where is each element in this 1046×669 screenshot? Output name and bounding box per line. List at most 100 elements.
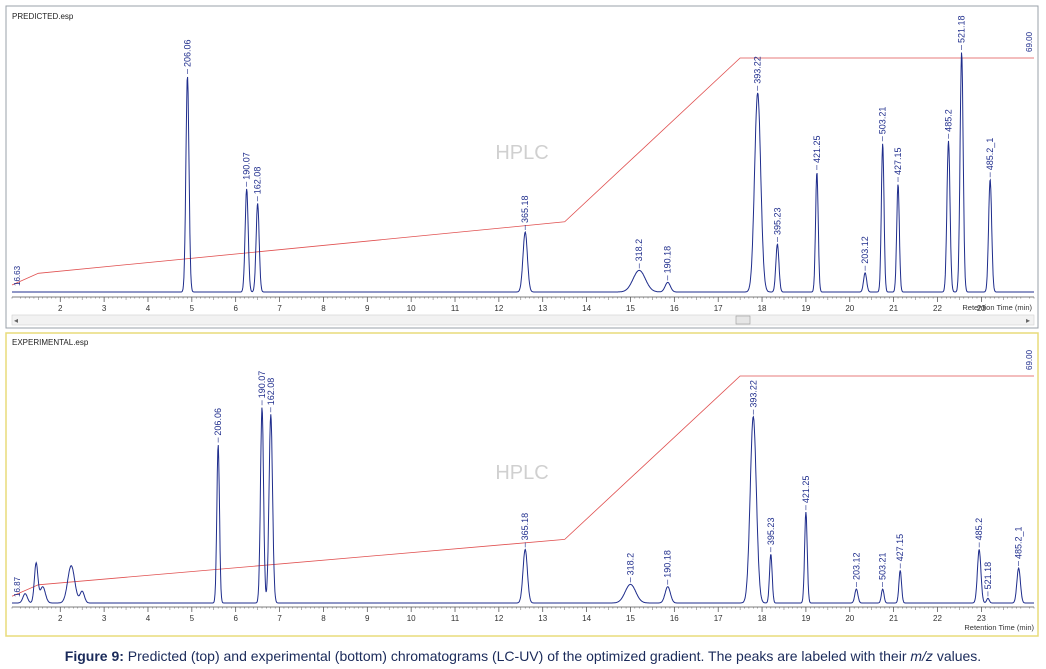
x-tick-label: 15 (626, 304, 635, 313)
figure-caption: Figure 9: Predicted (top) and experiment… (0, 648, 1046, 664)
x-tick-label: 20 (845, 614, 854, 623)
peak-label: 318.2 (634, 239, 644, 262)
gradient-line (11, 375, 1034, 597)
scroll-right-icon[interactable]: ▸ (1026, 316, 1030, 325)
peak-label: 485.2 (974, 518, 984, 541)
x-tick-label: 2 (58, 614, 63, 623)
peak-label: 190.18 (663, 550, 673, 578)
x-tick-label: 12 (494, 304, 503, 313)
peak-label: 393.22 (748, 380, 758, 408)
peak-label: 162.08 (266, 378, 276, 406)
x-tick-label: 12 (494, 614, 503, 623)
peak-label: 318.2 (625, 553, 635, 576)
peak-label: 427.15 (893, 147, 903, 175)
x-tick-label: 21 (889, 304, 898, 313)
peak-label: 190.07 (257, 371, 267, 399)
gradient-line (11, 57, 1034, 286)
experimental-x-axis-label: Retention Time (min) (964, 623, 1034, 632)
x-tick-label: 20 (845, 304, 854, 313)
peak-label: 421.25 (801, 476, 811, 504)
x-tick-label: 13 (538, 614, 547, 623)
x-tick-label: 11 (451, 304, 460, 313)
peak-label: 503.21 (878, 107, 888, 135)
x-tick-label: 14 (582, 614, 591, 623)
predicted-x-axis: 2 3 4 5 6 7 8 9 10 11 12 13 14 15 16 17 18 19 20 21 22 23 (11, 296, 1035, 313)
caption-label: Figure 9: (64, 648, 124, 664)
gradient-end-label: 69.00 (1025, 31, 1034, 52)
peak-label: 190.07 (242, 152, 252, 180)
experimental-gradient-layer: 16.87 69.00 (11, 349, 1034, 597)
peak-label: 503.21 (878, 552, 888, 580)
peak-label: 485.2_1 (985, 138, 995, 171)
peak-label: 395.23 (766, 518, 776, 546)
experimental-watermark: HPLC (495, 462, 548, 484)
x-tick-label: 6 (233, 304, 238, 313)
peak-label: 203.12 (851, 552, 861, 580)
predicted-panel: PREDICTED.esp HPLC 16.63 69.00 206.06 190.… (5, 2, 1039, 329)
x-tick-label: 5 (190, 304, 195, 313)
experimental-title: EXPERIMENTAL.esp (12, 338, 89, 347)
x-tick-label: 9 (365, 304, 370, 313)
peak-label: 485.2 (943, 109, 953, 132)
experimental-x-axis: 2 3 4 5 6 7 8 9 10 11 12 13 14 15 16 17 18 19 20 21 22 23 (11, 606, 1035, 623)
x-tick-label: 8 (321, 304, 326, 313)
x-tick-label: 7 (277, 304, 282, 313)
x-tick-label: 14 (582, 304, 591, 313)
peak-label: 365.18 (520, 513, 530, 541)
horizontal-scrollbar[interactable] (11, 314, 1035, 326)
peak-label: 393.22 (753, 56, 763, 84)
peak-label: 206.06 (182, 39, 192, 67)
peak-label: 395.23 (772, 207, 782, 235)
peak-label: 203.12 (860, 236, 870, 264)
gradient-start-label: 16.63 (13, 265, 22, 286)
x-tick-label: 21 (889, 614, 898, 623)
x-tick-label: 10 (407, 304, 416, 313)
x-tick-label: 3 (102, 614, 107, 623)
predicted-x-axis-label: Retention Time (min) (962, 303, 1032, 312)
x-tick-label: 23 (977, 304, 986, 313)
caption-text-end: values. (932, 648, 982, 664)
chromatogram-trace (12, 407, 1034, 604)
predicted-gradient-layer: 16.63 69.00 (11, 2, 1034, 286)
caption-text: Predicted (top) and experimental (bottom… (123, 648, 911, 664)
x-tick-label: 17 (714, 304, 723, 313)
peak-label: 206.06 (213, 408, 223, 436)
x-tick-label: 13 (538, 304, 547, 313)
peak-label: 521.18 (983, 562, 993, 590)
experimental-trace-layer (12, 407, 1034, 604)
x-tick-label: 10 (407, 614, 416, 623)
peak-label: 162.08 (253, 167, 263, 195)
peak-label: 485.2_1 (1014, 527, 1024, 560)
predicted-watermark: HPLC (495, 142, 548, 164)
x-tick-label: 5 (190, 614, 195, 623)
x-tick-label: 6 (233, 614, 238, 623)
x-tick-label: 15 (626, 614, 635, 623)
caption-italic: m/z (910, 648, 933, 664)
gradient-spacer (12, 2, 16, 6)
peak-label: 365.18 (520, 195, 530, 223)
x-tick-label: 4 (146, 304, 151, 313)
gradient-end-label: 69.00 (1025, 349, 1034, 370)
x-tick-label: 16 (670, 304, 679, 313)
peak-label: 190.18 (663, 246, 673, 274)
x-tick-label: 23 (977, 614, 986, 623)
predicted-title: PREDICTED.esp (12, 12, 74, 21)
gradient-start-label: 16.87 (13, 576, 22, 597)
x-tick-label: 7 (277, 614, 282, 623)
x-tick-label: 19 (801, 614, 810, 623)
scroll-left-icon[interactable]: ◂ (14, 316, 18, 325)
scrollbar-thumb[interactable] (735, 315, 751, 325)
x-tick-label: 22 (933, 614, 942, 623)
x-tick-label: 8 (321, 614, 326, 623)
x-tick-label: 16 (670, 614, 679, 623)
peak-label: 421.25 (812, 135, 822, 163)
chromatogram-trace (12, 52, 1034, 293)
x-tick-label: 4 (146, 614, 151, 623)
x-tick-label: 11 (451, 614, 460, 623)
predicted-trace-layer (12, 52, 1034, 293)
x-tick-label: 17 (714, 614, 723, 623)
